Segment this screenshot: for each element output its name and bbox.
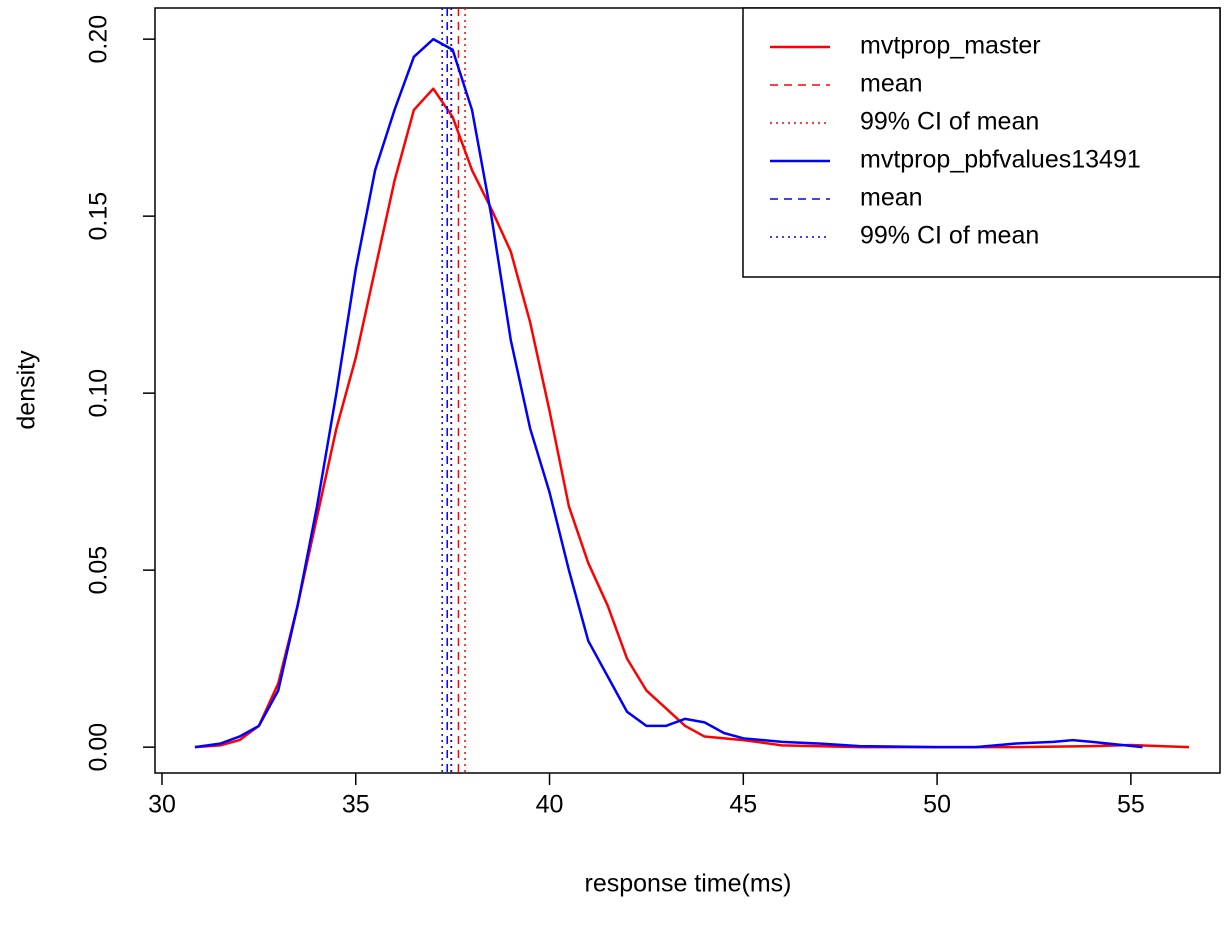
legend-label: mean: [860, 184, 923, 212]
y-tick-label: 0.00: [85, 723, 113, 772]
x-tick-label: 30: [148, 791, 176, 819]
y-tick-label: 0.20: [85, 15, 113, 64]
density-line: [194, 37, 1143, 749]
y-axis-label: density: [13, 350, 41, 430]
y-tick-label: 0.15: [85, 192, 113, 241]
x-tick-label: 35: [342, 791, 370, 819]
legend-label: 99% CI of mean: [860, 222, 1039, 250]
x-axis-label: response time(ms): [585, 870, 792, 898]
x-tick-label: 45: [729, 791, 757, 819]
y-tick-label: 0.05: [85, 546, 113, 595]
x-tick-label: 55: [1117, 791, 1145, 819]
density-line: [194, 87, 1190, 749]
x-tick-label: 40: [536, 791, 564, 819]
plot-box: [154, 7, 1221, 774]
y-tick-label: 0.10: [85, 369, 113, 418]
x-tick-label: 50: [923, 791, 951, 819]
legend-box: [742, 7, 1221, 278]
legend-label: mean: [860, 70, 923, 98]
legend-label: mvtprop_master: [860, 32, 1041, 60]
legend-label: mvtprop_pbfvalues13491: [860, 146, 1141, 174]
legend-label: 99% CI of mean: [860, 108, 1039, 136]
